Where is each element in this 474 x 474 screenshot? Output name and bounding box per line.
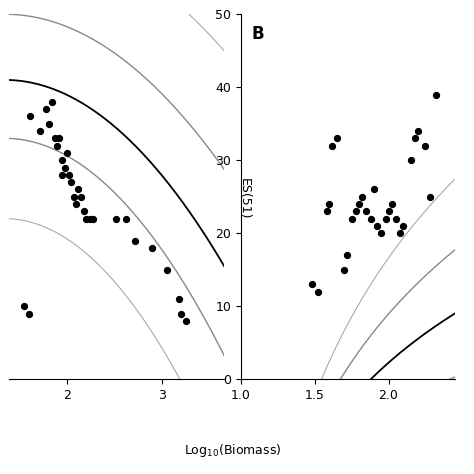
Point [326, 200, 333, 208]
Point [25, 310, 32, 317]
Point [90, 215, 97, 222]
Point [367, 215, 374, 222]
Point [422, 142, 429, 149]
Point [314, 288, 321, 295]
Point [73, 200, 80, 208]
Point [87, 215, 94, 222]
Point [432, 91, 439, 98]
Point [163, 266, 170, 273]
Point [20, 302, 27, 310]
Point [63, 149, 71, 157]
Point [68, 178, 75, 186]
Point [148, 244, 156, 252]
Point [175, 295, 183, 303]
Point [323, 208, 330, 215]
Point [177, 310, 185, 317]
Point [55, 135, 63, 142]
Point [373, 222, 381, 230]
Point [348, 215, 356, 222]
Text: Log$_{10}$(Biomass): Log$_{10}$(Biomass) [183, 442, 281, 459]
Point [333, 135, 341, 142]
Point [58, 171, 65, 179]
Point [36, 127, 44, 135]
Point [377, 229, 385, 237]
Point [48, 98, 56, 106]
Point [112, 215, 120, 222]
Point [382, 215, 390, 222]
Point [363, 208, 370, 215]
Point [407, 156, 414, 164]
Point [46, 120, 53, 128]
Point [370, 186, 378, 193]
Point [358, 193, 366, 201]
Point [182, 317, 190, 325]
Text: ES(51): ES(51) [237, 178, 251, 220]
Point [352, 208, 360, 215]
Point [340, 266, 348, 273]
Point [328, 142, 336, 149]
Point [400, 222, 407, 230]
Point [414, 127, 422, 135]
Point [71, 193, 78, 201]
Point [42, 105, 49, 113]
Point [61, 164, 68, 171]
Point [397, 229, 404, 237]
Point [388, 200, 395, 208]
Point [131, 237, 139, 244]
Point [80, 208, 88, 215]
Point [385, 208, 392, 215]
Point [82, 215, 90, 222]
Point [308, 281, 316, 288]
Point [355, 200, 363, 208]
Point [53, 142, 61, 149]
Point [77, 193, 85, 201]
Text: B: B [252, 25, 264, 43]
Point [74, 186, 82, 193]
Point [58, 156, 65, 164]
Point [392, 215, 400, 222]
Point [122, 215, 129, 222]
Point [343, 251, 351, 259]
Point [411, 135, 419, 142]
Point [27, 113, 34, 120]
Point [65, 171, 73, 179]
Point [426, 193, 434, 201]
Point [51, 135, 59, 142]
